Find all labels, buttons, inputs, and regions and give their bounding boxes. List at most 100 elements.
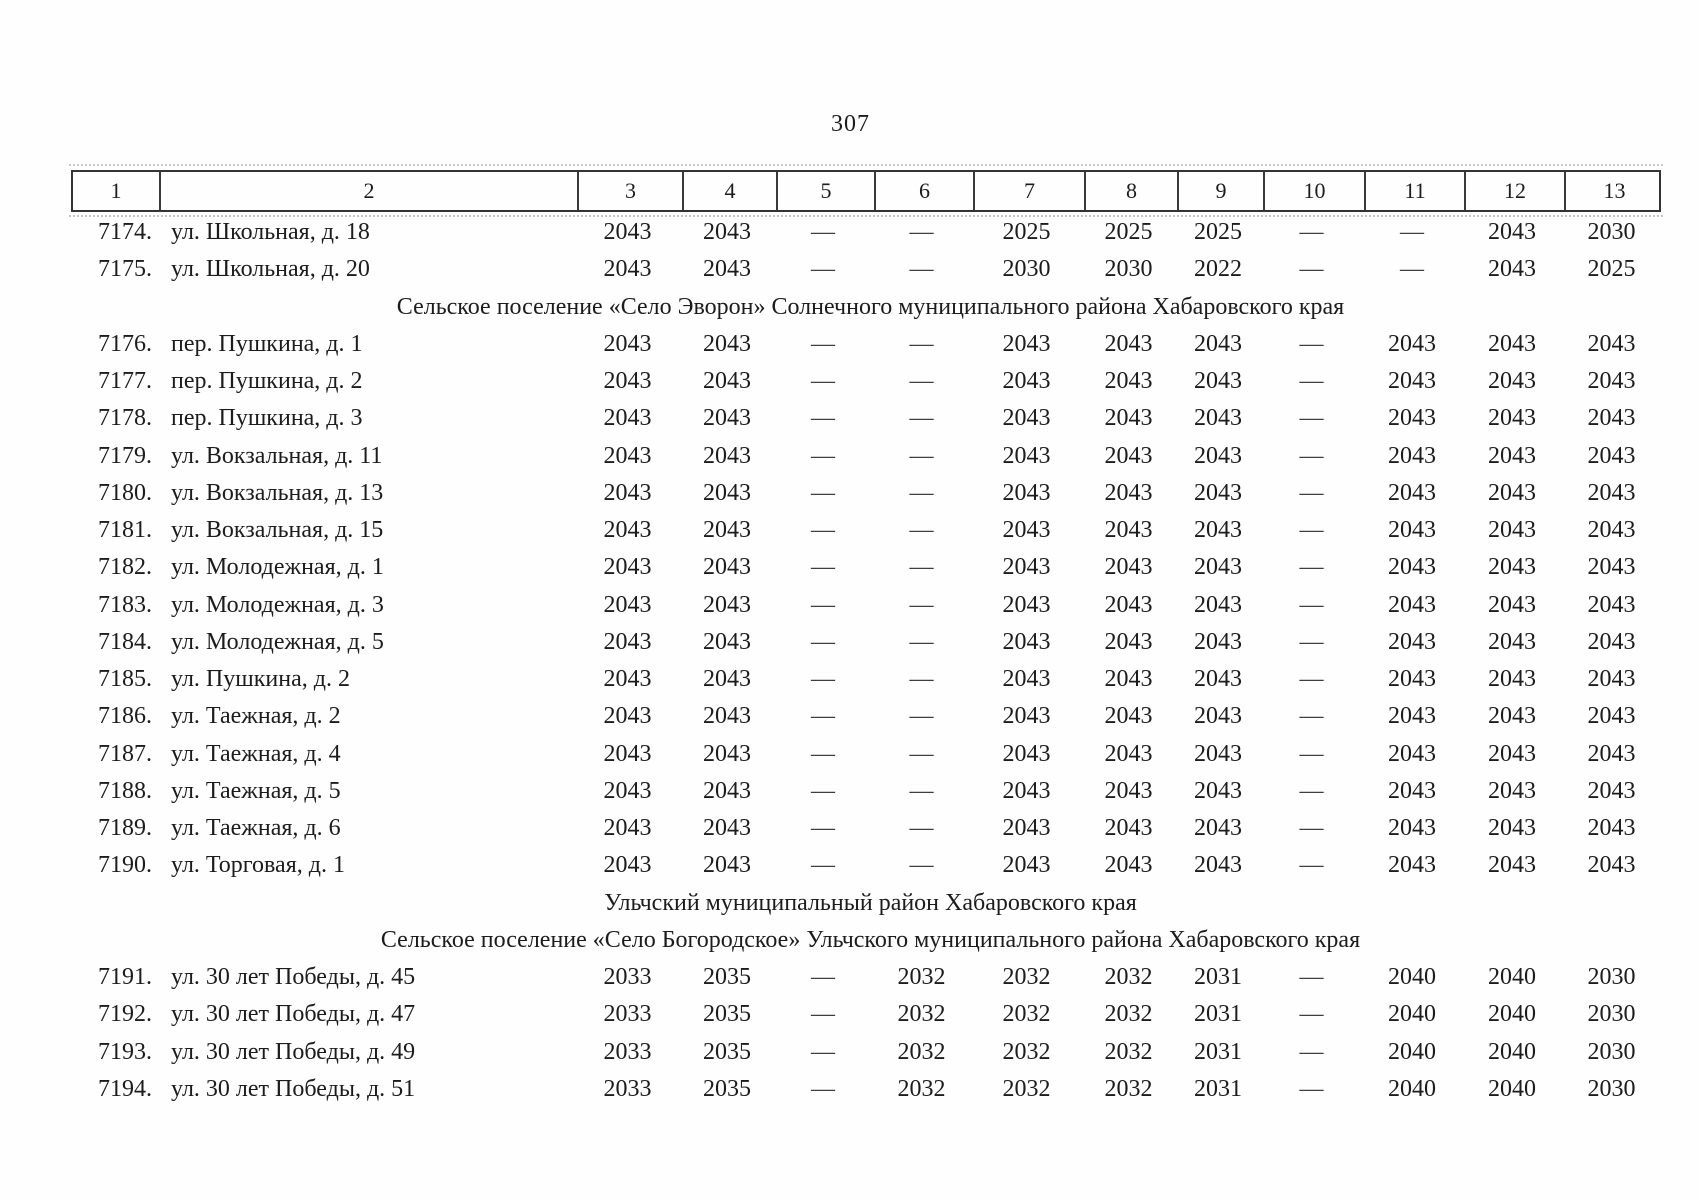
table-row: 7179. ул. Вокзальная, д. 11 2043 2043 — — 2043… (71, 438, 1661, 475)
section-header-row: Ульчский муниципальный район Хабаровског… (604, 889, 1137, 916)
row-value: 2043 (1587, 740, 1636, 767)
row-value: 2032 (897, 1001, 946, 1028)
table-row: 7176. пер. Пушкина, д. 1 2043 2043 — — 2043 204… (71, 326, 1661, 363)
row-value: 2043 (1194, 405, 1242, 432)
row-value: 2043 (1388, 852, 1436, 879)
row-value: 2043 (1002, 815, 1051, 842)
column-header: 12 (1464, 172, 1564, 210)
row-address: ул. 30 лет Победы, д. 51 (171, 1075, 416, 1102)
table-row: 7184. ул. Молодежная, д. 5 2043 2043 — — 2043 2… (71, 624, 1661, 661)
row-value: 2043 (1002, 368, 1051, 395)
row-value: 2043 (1002, 442, 1051, 469)
row-value: 2043 (1002, 852, 1051, 879)
row-value: 2043 (703, 554, 751, 581)
row-value: 2043 (1488, 740, 1536, 767)
row-address: ул. Торговая, д. 1 (171, 852, 345, 879)
row-value: 2043 (1104, 815, 1153, 842)
row-value: — (1299, 666, 1324, 693)
row-value: 2043 (703, 666, 751, 693)
row-value: 2032 (897, 1075, 946, 1102)
row-value: 2043 (1002, 330, 1051, 357)
row-value: 2043 (1194, 517, 1242, 544)
row-value: 2043 (1194, 852, 1242, 879)
row-value: — (909, 815, 934, 842)
row-value: 2043 (1104, 777, 1153, 804)
row-address: ул. Школьная, д. 20 (171, 256, 370, 283)
row-value: — (811, 740, 835, 767)
row-value: — (811, 703, 835, 730)
row-value: 2043 (703, 591, 751, 618)
row-value: 2040 (1388, 1038, 1436, 1065)
row-value: 2043 (1194, 777, 1242, 804)
row-value: — (811, 219, 835, 246)
row-value: 2043 (703, 628, 751, 655)
row-value: 2043 (703, 219, 751, 246)
row-value: 2031 (1194, 1001, 1242, 1028)
row-value: 2032 (1104, 1001, 1153, 1028)
column-header: 4 (682, 172, 776, 210)
row-value: 2043 (603, 256, 652, 283)
row-number: 7175. (98, 256, 152, 283)
row-value: 2043 (1194, 479, 1242, 506)
row-value: 2043 (703, 703, 751, 730)
row-number: 7187. (98, 740, 152, 767)
row-value: 2043 (1002, 740, 1051, 767)
row-value: 2043 (703, 852, 751, 879)
row-value: 2043 (603, 554, 652, 581)
row-value: 2043 (1104, 405, 1153, 432)
column-header: 2 (159, 172, 577, 210)
row-value: 2032 (1104, 1038, 1153, 1065)
row-value: 2030 (1587, 219, 1636, 246)
column-header: 5 (776, 172, 874, 210)
row-value: — (909, 405, 934, 432)
row-address: ул. Вокзальная, д. 13 (171, 479, 384, 506)
row-value: 2043 (1488, 219, 1536, 246)
column-header: 3 (577, 172, 682, 210)
row-value: 2032 (1002, 1075, 1051, 1102)
row-value: — (1299, 219, 1324, 246)
row-address: ул. 30 лет Победы, д. 47 (171, 1001, 416, 1028)
column-header: 11 (1364, 172, 1464, 210)
row-value: 2043 (1388, 815, 1436, 842)
row-value: 2043 (603, 777, 652, 804)
row-value: — (1299, 964, 1324, 991)
row-value: 2030 (1002, 256, 1051, 283)
row-value: 2043 (703, 815, 751, 842)
row-value: 2043 (1587, 330, 1636, 357)
row-value: 2043 (1488, 517, 1536, 544)
table-row: 7187. ул. Таежная, д. 4 2043 2043 — — 2043 2043… (71, 736, 1661, 773)
row-value: 2043 (1002, 517, 1051, 544)
row-value: — (1299, 330, 1324, 357)
row-value: — (909, 219, 934, 246)
table-row: 7188. ул. Таежная, д. 5 2043 2043 — — 2043 2043… (71, 773, 1661, 810)
row-value: 2043 (703, 405, 751, 432)
table-row: 7182. ул. Молодежная, д. 1 2043 2043 — — 2043 2… (71, 549, 1661, 586)
row-address: ул. 30 лет Победы, д. 45 (171, 964, 416, 991)
row-address: ул. Молодежная, д. 3 (171, 591, 384, 618)
row-value: 2043 (603, 219, 652, 246)
row-value: — (909, 740, 934, 767)
row-value: — (1299, 1075, 1324, 1102)
row-value: — (811, 628, 835, 655)
row-value: 2043 (1104, 703, 1153, 730)
row-value: — (1299, 368, 1324, 395)
table-row: 7177. пер. Пушкина, д. 2 2043 2043 — — 2043 204… (71, 363, 1661, 400)
row-value: 2043 (1104, 517, 1153, 544)
row-value: 2033 (603, 1001, 652, 1028)
row-value: 2043 (603, 368, 652, 395)
row-value: 2043 (1488, 368, 1536, 395)
row-value: — (909, 852, 934, 879)
column-header: 1 (110, 178, 122, 203)
table-row: 7183. ул. Молодежная, д. 3 2043 2043 — — 2043 2… (71, 587, 1661, 624)
row-value: 2040 (1388, 1001, 1436, 1028)
row-address: ул. 30 лет Победы, д. 49 (171, 1038, 416, 1065)
row-value: 2043 (1388, 591, 1436, 618)
row-value: — (1299, 1038, 1324, 1065)
row-value: 2032 (1104, 964, 1153, 991)
row-number: 7190. (98, 852, 152, 879)
row-value: 2032 (1104, 1075, 1153, 1102)
row-value: 2043 (1488, 666, 1536, 693)
table-row: 7191. ул. 30 лет Победы, д. 45 2033 2035 — 20… (71, 959, 1661, 996)
row-value: 2025 (1104, 219, 1153, 246)
table-row: 7180. ул. Вокзальная, д. 13 2043 2043 — — 2043… (71, 475, 1661, 512)
